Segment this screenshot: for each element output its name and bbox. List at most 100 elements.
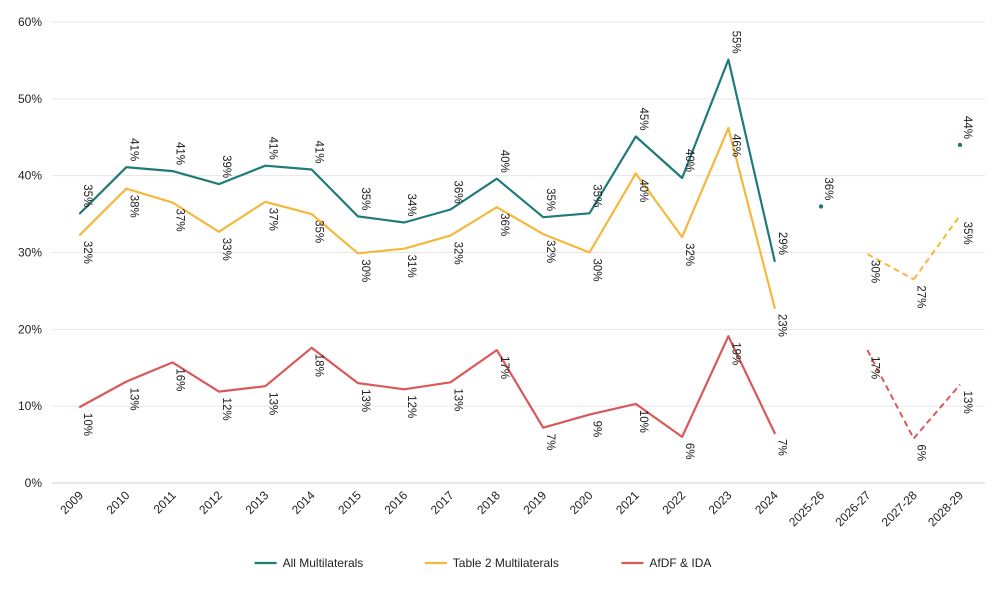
data-label: 35% <box>81 184 93 207</box>
gridlines <box>52 21 985 484</box>
data-label: 37% <box>174 209 186 232</box>
data-label: 6% <box>915 444 927 461</box>
data-label: 9% <box>590 421 602 438</box>
data-label: 32% <box>452 242 464 265</box>
data-label: 31% <box>405 255 417 278</box>
data-label: 6% <box>683 443 695 460</box>
data-label: 36% <box>822 177 834 200</box>
data-label: 46% <box>729 134 741 157</box>
data-label: 7% <box>776 439 788 456</box>
x-axis-ticks: 2009 2010 2011 2012 2013 2014 2015 2016 2017 2018… <box>57 488 966 529</box>
data-label: 16% <box>174 368 186 391</box>
series-point <box>957 142 963 148</box>
y-tick-label: 20% <box>18 322 42 336</box>
legend-label: Table 2 Multilaterals <box>453 556 559 570</box>
series-projection-segment <box>912 215 961 280</box>
data-label: 40% <box>637 179 649 202</box>
x-tick-label: 2015 <box>335 488 364 517</box>
x-tick-label: 2020 <box>567 488 596 517</box>
data-label: 35% <box>544 188 556 211</box>
legend: All Multilaterals Table 2 Multilaterals Af… <box>254 556 711 570</box>
data-label: 18% <box>313 354 325 377</box>
data-label: 41% <box>266 137 278 160</box>
data-label: 41% <box>313 140 325 163</box>
series-projection-segment <box>912 384 961 440</box>
y-tick-label: 10% <box>18 399 42 413</box>
x-tick-label: 2025-26 <box>786 488 827 529</box>
data-label: 55% <box>729 31 741 54</box>
x-tick-label: 2016 <box>382 488 411 517</box>
data-label: 35% <box>961 222 973 245</box>
x-tick-label: 2017 <box>428 488 457 517</box>
data-label: 41% <box>127 138 139 161</box>
data-label: 10% <box>637 410 649 433</box>
data-label: 29% <box>776 232 788 255</box>
x-tick-label: 2014 <box>289 488 318 517</box>
x-tick-label: 2019 <box>520 488 549 517</box>
x-tick-label: 2024 <box>752 488 781 517</box>
data-label: 30% <box>590 259 602 282</box>
data-label: 10% <box>81 413 93 436</box>
data-label: 13% <box>359 389 371 412</box>
data-label: 44% <box>961 116 973 139</box>
data-label: 36% <box>452 180 464 203</box>
legend-label: All Multilaterals <box>283 556 364 570</box>
data-label: 27% <box>915 285 927 308</box>
data-label: 32% <box>81 241 93 264</box>
data-label: 17% <box>868 356 880 379</box>
series-point <box>818 204 824 209</box>
data-label: 40% <box>498 150 510 173</box>
x-tick-label: 2022 <box>659 488 688 517</box>
y-tick-label: 40% <box>18 169 42 183</box>
data-label: 40% <box>683 149 695 172</box>
data-label: 38% <box>127 195 139 218</box>
data-label: 32% <box>544 240 556 263</box>
series-line <box>78 126 776 309</box>
data-label: 35% <box>590 184 602 207</box>
data-label: 23% <box>776 314 788 337</box>
data-label: 13% <box>266 392 278 415</box>
data-label: 33% <box>220 238 232 261</box>
data-label: 41% <box>174 142 186 165</box>
x-tick-label: 2028-29 <box>925 488 966 529</box>
x-tick-label: 2012 <box>196 488 225 517</box>
data-label: 30% <box>868 260 880 283</box>
y-tick-label: 0% <box>25 476 43 490</box>
y-tick-label: 30% <box>18 246 42 260</box>
data-label: 36% <box>498 213 510 236</box>
data-label: 30% <box>359 259 371 282</box>
series-projection-segment <box>866 349 915 439</box>
y-tick-label: 50% <box>18 92 42 106</box>
data-label: 12% <box>405 395 417 418</box>
data-label: 7% <box>544 434 556 451</box>
y-tick-label: 60% <box>18 15 42 29</box>
data-label: 37% <box>266 208 278 231</box>
series-line <box>78 58 776 263</box>
data-label: 45% <box>637 107 649 130</box>
data-labels: 35% 41% 41% 39% 41% 41% 35% 34% 36% 40% 35% 35% 45% 4… <box>81 31 973 461</box>
data-label: 35% <box>359 187 371 210</box>
series-lines <box>78 58 963 440</box>
x-tick-label: 2027-28 <box>879 488 920 529</box>
y-axis-ticks: 0% 10% 20% 30% 40% 50% 60% <box>18 15 42 490</box>
data-label: 17% <box>498 356 510 379</box>
x-tick-label: 2009 <box>57 488 86 517</box>
x-tick-label: 2018 <box>474 488 503 517</box>
data-label: 12% <box>220 398 232 421</box>
x-tick-label: 2011 <box>151 488 179 516</box>
x-tick-label: 2021 <box>613 488 642 517</box>
x-tick-label: 2010 <box>104 488 133 517</box>
data-label: 13% <box>452 388 464 411</box>
data-label: 35% <box>313 220 325 243</box>
data-label: 34% <box>405 194 417 217</box>
legend-label: AfDF & IDA <box>649 556 711 570</box>
data-label: 32% <box>683 243 695 266</box>
x-tick-label: 2023 <box>706 488 735 517</box>
series-projection-segment <box>866 253 915 281</box>
x-tick-label: 2013 <box>243 488 272 517</box>
data-label: 39% <box>220 155 232 178</box>
data-label: 13% <box>961 391 973 414</box>
data-label: 13% <box>127 388 139 411</box>
